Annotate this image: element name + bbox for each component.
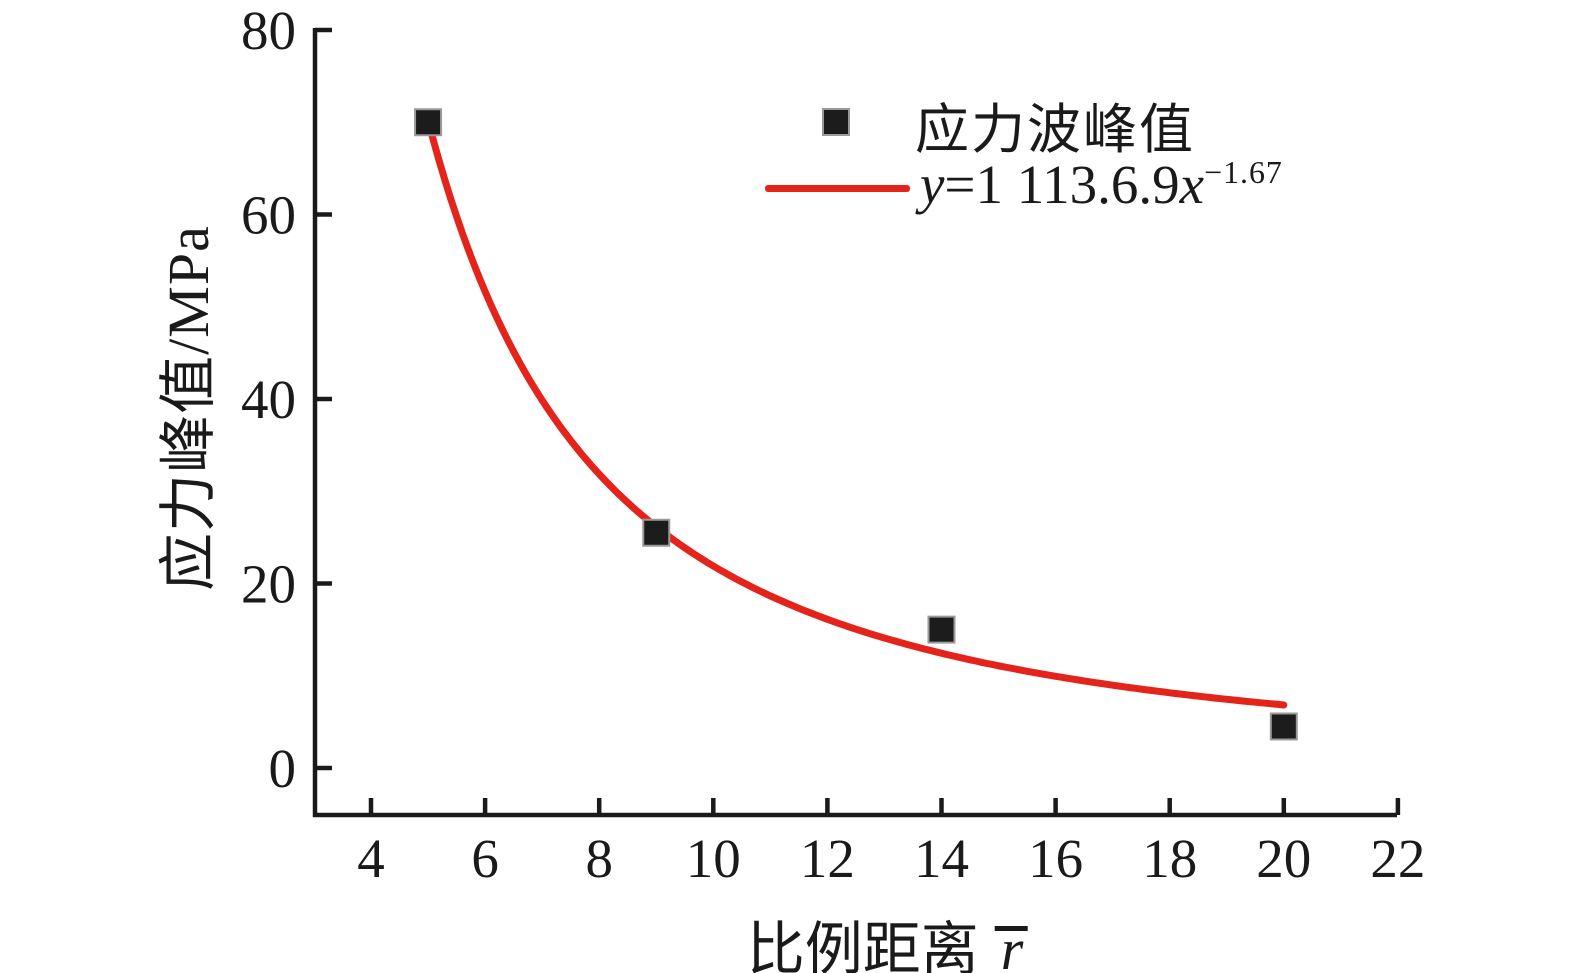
y-tick-label: 0 — [269, 738, 297, 799]
x-tick-label: 6 — [471, 828, 499, 889]
x-tick-label: 12 — [800, 828, 855, 889]
data-point-square — [414, 108, 443, 137]
legend-series-label: 应力波峰值 — [915, 100, 1195, 160]
x-tick-label: 22 — [1370, 828, 1425, 889]
x-axis-label-text: 比例距离 — [746, 917, 979, 973]
x-axis-label: 比例距离 r — [747, 902, 1030, 973]
legend-square-marker-icon — [822, 108, 850, 136]
y-axis-label: 应力峰值/MPa — [156, 225, 221, 591]
y-tick-label: 20 — [241, 554, 296, 615]
equation-mid: =1 113.6.9 — [944, 154, 1180, 215]
x-tick-label: 4 — [357, 828, 385, 889]
x-tick-label: 18 — [1142, 828, 1197, 889]
axis-spines — [312, 28, 1397, 818]
y-tick-label: 60 — [241, 185, 296, 246]
legend-fit-line-icon — [765, 185, 910, 192]
equation-lhs: y — [920, 154, 945, 215]
x-tick-label: 14 — [914, 828, 969, 889]
equation-base: x — [1179, 154, 1205, 215]
y-tick-label: 80 — [241, 0, 296, 61]
legend-equation: y=1 113.6.9x−1.67 — [920, 153, 1283, 216]
fit-curve — [424, 117, 1288, 709]
x-axis-label-symbol-rbar: r — [994, 916, 1030, 973]
data-point-square — [927, 615, 956, 644]
x-tick-label: 20 — [1256, 828, 1311, 889]
x-tick-label: 10 — [686, 828, 741, 889]
data-point-square — [1269, 712, 1298, 741]
x-tick-label: 16 — [1028, 828, 1083, 889]
x-tick-label: 8 — [585, 828, 613, 889]
equation-exponent: −1.67 — [1204, 155, 1283, 191]
y-tick-label: 40 — [241, 369, 296, 430]
data-point-square — [642, 518, 671, 547]
